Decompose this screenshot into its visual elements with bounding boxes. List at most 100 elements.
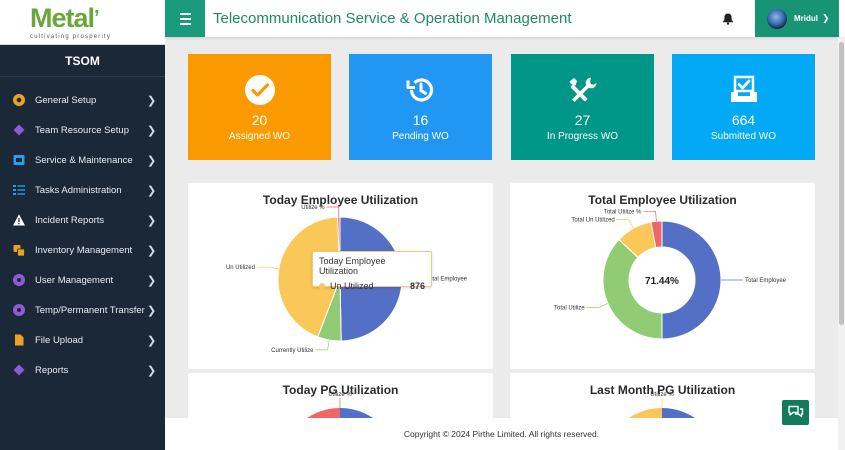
- pie-label-total-utilize: Total Utilize %: [604, 209, 642, 215]
- chart-panel-total-employee: Total Employee Utilization Total Employe…: [510, 183, 815, 369]
- chevron-right-icon: ❯: [147, 334, 157, 347]
- pie-slice-total-utilize[interactable]: [602, 238, 663, 340]
- sidebar-item-label: General Setup: [35, 94, 97, 106]
- pie-label-utilize: Utilize %: [301, 205, 325, 211]
- sidebar-item-file-upload[interactable]: File Upload ❯: [0, 325, 165, 355]
- inbox-check-icon: [731, 75, 757, 102]
- scrollbar-thumb[interactable]: [839, 42, 844, 325]
- pie-slice-top-left[interactable]: [602, 408, 662, 418]
- chart-today-pg-utilization[interactable]: Utilize %: [188, 373, 493, 418]
- sidebar-item-temp-permanent-transfer[interactable]: Temp/Permanent Transfer ❯: [0, 295, 165, 325]
- boxes-icon: [13, 245, 25, 257]
- list-icon: [13, 185, 25, 195]
- stat-label: Assigned WO: [228, 131, 291, 142]
- sidebar-item-general-setup[interactable]: General Setup ❯: [0, 85, 165, 115]
- menu-toggle-button[interactable]: [165, 0, 205, 37]
- check-circle-icon: [245, 75, 275, 105]
- tools-icon: [13, 155, 25, 165]
- pie-leader-line: [586, 303, 608, 308]
- pie-label-total-un-utilized: Total Un Utilized: [571, 218, 614, 224]
- pie-slice-top-right[interactable]: [662, 408, 722, 418]
- sidebar-item-inventory-management[interactable]: Inventory Management ❯: [0, 235, 165, 265]
- sidebar-item-incident-reports[interactable]: Incident Reports ❯: [0, 205, 165, 235]
- pie-label-total-employee: Total Employee: [745, 278, 787, 284]
- chart-title: Today PG Utilization: [282, 383, 399, 397]
- logo-wordmark: Metal’: [30, 3, 100, 33]
- stat-card-assigned[interactable]: 20 Assigned WO: [188, 54, 331, 160]
- warning-icon: [13, 214, 25, 226]
- pie-slice-top-left[interactable]: [280, 408, 340, 418]
- sidebar-item-user-management[interactable]: User Management ❯: [0, 265, 165, 295]
- chevron-right-icon: ❯: [147, 184, 157, 197]
- chevron-right-icon: ❯: [147, 364, 157, 377]
- pie-leader-line: [315, 340, 330, 351]
- chevron-down-icon: ❯: [822, 13, 830, 23]
- pie-label-total-employee: Total Employee: [426, 276, 468, 282]
- sidebar-item-label: Tasks Administration: [35, 184, 122, 196]
- pie-label-un-utilized: Un Utilized: [226, 265, 255, 271]
- footer: Copyright © 2024 Pirthe Limited. All rig…: [165, 418, 838, 450]
- pie-slice-un-utilized[interactable]: [277, 216, 341, 338]
- tooltip-marker: [319, 283, 325, 289]
- chevron-right-icon: ❯: [147, 304, 157, 317]
- pie-label-utilize: Utilize %: [650, 392, 674, 398]
- chart-last-month-pg-utilization[interactable]: Utilize %: [510, 373, 815, 418]
- sidebar: Metal’ cultivating prosperity TSOM Gener…: [0, 0, 165, 450]
- copyright-text: Copyright © 2024 Pirthe Limited. All rig…: [403, 429, 600, 439]
- sidebar-item-label: Service & Maintenance: [35, 154, 133, 166]
- chevron-right-icon: ❯: [147, 274, 157, 287]
- user-menu[interactable]: Mridul ❯: [755, 0, 839, 37]
- stat-label: Submitted WO: [710, 131, 777, 142]
- logo-tagline: cultivating prosperity: [30, 34, 112, 40]
- pie-leader-line: [616, 219, 634, 229]
- user-gear-icon: [13, 274, 25, 286]
- chart-panel-last-month-pg: Last Month PG Utilization Utilize %: [510, 373, 815, 418]
- tooltip-row: Un Utilized 876: [319, 281, 425, 291]
- pie-center-label: 71.44%: [645, 276, 679, 287]
- logo-text: Metal: [30, 3, 95, 33]
- tooltip-title: Today Employee Utilization: [319, 256, 386, 276]
- pie-leader-line: [326, 206, 340, 218]
- tools-icon: [569, 77, 597, 102]
- gear-icon: [13, 94, 25, 106]
- stat-card-in-progress[interactable]: 27 In Progress WO: [511, 54, 654, 160]
- sidebar-nav: General Setup ❯ Team Resource Setup ❯ Servic…: [0, 85, 165, 385]
- diamond-icon: [13, 364, 25, 376]
- pie-label-total-utilize: Total Utilize: [554, 305, 585, 311]
- chart-panel-today-pg: Today PG Utilization Utilize %: [188, 373, 493, 418]
- page-scrollbar[interactable]: [838, 37, 845, 450]
- stat-card-pending[interactable]: 16 Pending WO: [349, 54, 492, 160]
- user-name: Mridul: [794, 14, 818, 23]
- sidebar-item-service-maintenance[interactable]: Service & Maintenance ❯: [0, 145, 165, 175]
- pie-slice-total-utilize[interactable]: [650, 220, 663, 249]
- avatar: [767, 8, 787, 29]
- page-title: Telecommunication Service & Operation Ma…: [213, 10, 572, 27]
- chevron-right-icon: ❯: [147, 94, 157, 107]
- sidebar-title: TSOM: [0, 45, 165, 77]
- sidebar-item-team-resource-setup[interactable]: Team Resource Setup ❯: [0, 115, 165, 145]
- file-icon: [15, 334, 24, 346]
- sidebar-item-label: Team Resource Setup: [35, 124, 129, 136]
- stat-value: 664: [731, 112, 756, 128]
- pie-leader-line: [256, 266, 279, 270]
- pie-slice-total-employee[interactable]: [661, 220, 722, 340]
- diamond-icon: [13, 124, 25, 136]
- pie-leader-line: [643, 210, 657, 222]
- chart-tooltip: Today Employee Utilization Un Utilized 8…: [312, 251, 432, 291]
- logo[interactable]: Metal’ cultivating prosperity: [0, 0, 165, 45]
- transfer-gear-icon: [13, 304, 25, 316]
- chart-total-employee-utilization[interactable]: Total Employee Total Utilize Total Un Util…: [510, 183, 815, 369]
- sidebar-item-tasks-administration[interactable]: Tasks Administration ❯: [0, 175, 165, 205]
- chart-title: Last Month PG Utilization: [589, 383, 736, 397]
- top-header: Telecommunication Service & Operation Ma…: [165, 0, 845, 37]
- sidebar-item-label: Inventory Management: [35, 244, 133, 256]
- chat-button[interactable]: [782, 400, 809, 425]
- tooltip-series: Un Utilized: [330, 281, 374, 291]
- chart-title: Today Employee Utilization: [262, 193, 419, 207]
- sidebar-item-reports[interactable]: Reports ❯: [0, 355, 165, 385]
- stat-card-submitted[interactable]: 664 Submitted WO: [672, 54, 815, 160]
- bell-icon[interactable]: [721, 12, 735, 26]
- sidebar-item-label: Incident Reports: [35, 214, 105, 226]
- pie-slice-top-right[interactable]: [340, 408, 400, 418]
- sidebar-item-label: File Upload: [35, 334, 84, 346]
